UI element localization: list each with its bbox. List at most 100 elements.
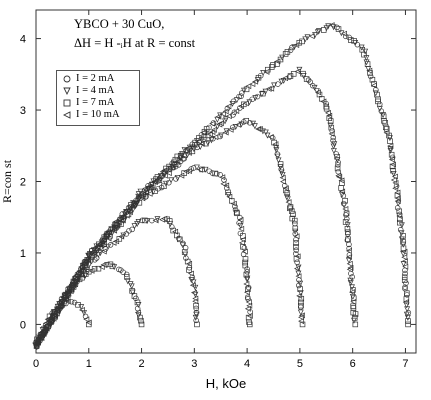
point-circle <box>193 305 199 312</box>
point-triangle-left <box>183 168 190 175</box>
point-square <box>287 205 293 212</box>
point-triangle-left <box>401 254 408 261</box>
point-triangle-left <box>387 142 394 149</box>
point-triangle-left <box>245 83 252 90</box>
point-circle <box>169 224 175 230</box>
point-triangle-left <box>401 258 408 265</box>
point-square <box>270 62 276 68</box>
point-circle <box>238 93 244 99</box>
point-triangle-down <box>214 123 221 130</box>
point-circle <box>224 185 230 191</box>
point-triangle-left <box>98 264 105 271</box>
annotation-line-1: YBCO + 30 CuO, <box>74 17 165 31</box>
point-circle <box>134 305 141 312</box>
point-triangle-down <box>390 170 397 177</box>
point-triangle-down <box>86 254 93 261</box>
point-circle <box>292 231 299 237</box>
point-triangle-down <box>192 284 199 291</box>
point-circle <box>76 270 82 277</box>
point-triangle-down <box>111 224 118 231</box>
point-triangle-down <box>349 284 355 291</box>
point-circle <box>139 217 145 224</box>
point-triangle-down <box>150 188 157 195</box>
point-triangle-left <box>161 167 168 174</box>
point-triangle-down <box>279 54 286 61</box>
point-triangle-down <box>204 140 211 147</box>
point-triangle-down <box>262 129 269 136</box>
legend-label-2ma: I = 2 mA <box>76 73 115 84</box>
point-circle <box>232 203 238 210</box>
point-triangle-left <box>265 85 272 92</box>
point-triangle-left <box>233 108 240 115</box>
point-triangle-down <box>225 192 232 199</box>
point-triangle-down <box>47 318 54 325</box>
point-triangle-down <box>154 216 161 223</box>
point-square <box>137 314 143 321</box>
point-square <box>62 293 69 300</box>
point-square <box>345 229 351 235</box>
point-triangle-down <box>274 153 281 160</box>
point-square <box>186 267 192 273</box>
point-circle <box>182 245 189 251</box>
point-triangle-left <box>342 206 349 212</box>
point-square <box>388 151 395 158</box>
point-triangle-down <box>144 218 151 225</box>
point-triangle-down <box>168 177 175 184</box>
point-triangle-down <box>135 302 142 308</box>
point-square <box>80 264 86 271</box>
point-triangle-down <box>279 172 286 179</box>
point-triangle-down <box>74 273 81 280</box>
point-triangle-down <box>218 132 225 139</box>
point-square <box>403 296 410 302</box>
point-triangle-down <box>192 314 199 321</box>
point-square <box>290 211 296 217</box>
point-triangle-down <box>58 300 65 307</box>
point-triangle-down <box>400 261 407 268</box>
point-circle <box>346 241 352 248</box>
point-circle <box>133 295 139 302</box>
point-triangle-left <box>197 166 203 173</box>
point-circle <box>305 77 312 83</box>
point-square <box>350 303 356 309</box>
point-square <box>396 208 403 215</box>
point-square <box>116 236 123 242</box>
point-triangle-left <box>113 218 120 225</box>
point-triangle-down <box>193 138 200 145</box>
point-circle <box>286 74 293 80</box>
point-triangle-down <box>297 309 304 316</box>
point-square <box>394 192 401 199</box>
point-triangle-down <box>404 306 411 313</box>
point-circle <box>330 134 337 141</box>
point-circle <box>247 309 253 315</box>
y-tick-label: 3 <box>20 105 26 117</box>
point-circle <box>176 235 182 242</box>
point-circle <box>278 166 285 172</box>
x-tick-label: 2 <box>138 358 144 370</box>
point-triangle-left <box>249 81 256 88</box>
point-circle <box>111 225 118 231</box>
point-triangle-left <box>294 253 301 260</box>
point-triangle-left <box>165 170 172 177</box>
point-triangle-down <box>365 66 372 72</box>
point-square <box>397 216 403 222</box>
point-square <box>229 198 235 204</box>
point-square <box>42 327 49 333</box>
point-triangle-left <box>225 113 232 120</box>
point-triangle-left <box>388 156 395 163</box>
point-triangle-down <box>372 90 379 97</box>
point-square <box>293 244 299 250</box>
point-triangle-left <box>45 321 52 328</box>
point-square <box>389 163 396 170</box>
point-circle <box>240 251 247 258</box>
point-square <box>95 265 102 272</box>
point-triangle-down <box>363 55 370 62</box>
point-triangle-left <box>187 270 194 277</box>
point-triangle-down <box>208 137 215 144</box>
point-circle <box>402 284 408 290</box>
point-circle <box>107 226 114 233</box>
point-circle <box>62 294 68 301</box>
point-square <box>361 51 367 58</box>
point-triangle-down <box>395 200 402 207</box>
point-square <box>284 49 291 55</box>
